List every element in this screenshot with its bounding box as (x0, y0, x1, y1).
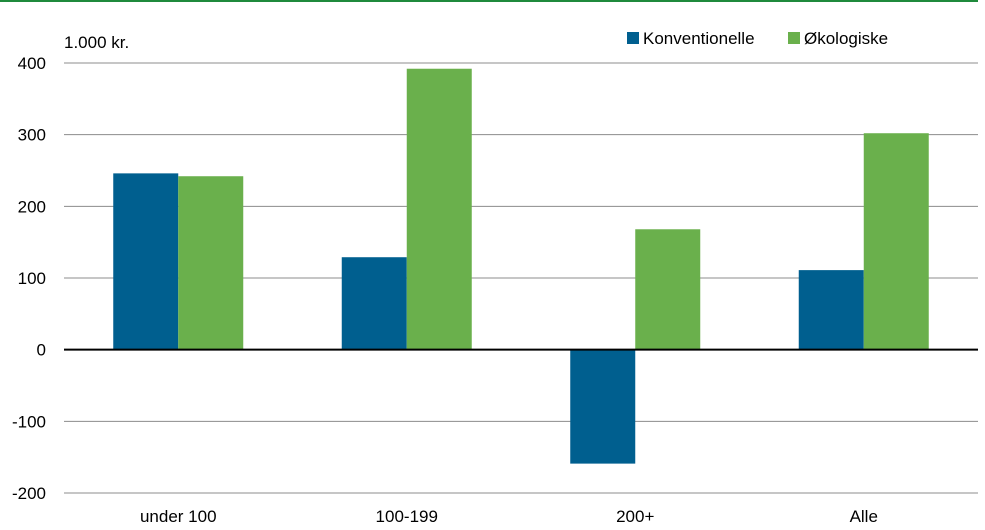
x-tick-label: 100-199 (376, 507, 438, 526)
bar-okologiske-3 (863, 133, 929, 350)
legend-label-konventionelle: Konventionelle (643, 29, 755, 48)
y-axis-unit-label: 1.000 kr. (64, 33, 129, 52)
x-tick-label: Alle (850, 507, 878, 526)
bar-konventionelle-3 (798, 270, 864, 350)
y-tick-label: 400 (18, 54, 46, 73)
y-tick-label: -100 (12, 412, 46, 431)
y-tick-label: 200 (18, 197, 46, 216)
x-tick-label: under 100 (140, 507, 217, 526)
y-tick-label: 100 (18, 269, 46, 288)
bar-konventionelle-0 (113, 173, 179, 350)
bars (113, 68, 929, 464)
bar-okologiske-2 (635, 229, 701, 350)
y-tick-label: -200 (12, 484, 46, 503)
legend-swatch-okologiske (788, 32, 800, 44)
legend-swatch-konventionelle (627, 32, 639, 44)
x-tick-label: 200+ (616, 507, 654, 526)
bar-okologiske-0 (178, 176, 244, 350)
y-tick-label: 0 (37, 341, 46, 360)
bar-konventionelle-1 (341, 257, 407, 350)
y-tick-label: 300 (18, 126, 46, 145)
y-axis-ticks: 400 300 200 100 0 -100 -200 (12, 54, 46, 503)
legend: Konventionelle Økologiske (627, 29, 888, 48)
legend-label-okologiske: Økologiske (804, 29, 888, 48)
x-axis-ticks: under 100 100-199 200+ Alle (140, 507, 878, 526)
bar-konventionelle-2 (570, 349, 636, 464)
bar-okologiske-1 (406, 68, 472, 350)
